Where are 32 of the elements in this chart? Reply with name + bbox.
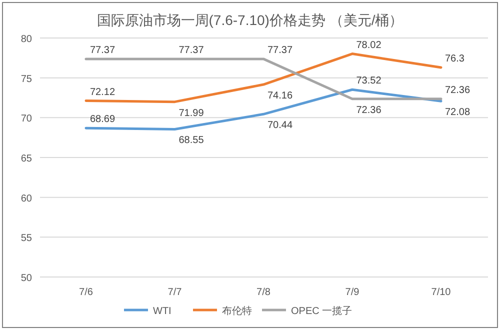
data-label: 74.16 [268,90,293,102]
y-tick-label: 65 [20,154,32,164]
y-tick-label: 60 [20,193,32,204]
x-tick-label: 7/8 [256,287,271,298]
x-tick-label: 7/7 [168,287,182,298]
y-tick-label: 70 [20,114,32,125]
chart-title: 国际原油市场一周(7.6-7.10)价格走势 （美元/桶） [96,12,404,28]
data-label: 71.99 [178,108,204,119]
x-tick-label: 7/9 [345,287,360,298]
data-label: 72.12 [90,86,116,98]
data-label: 68.55 [178,135,204,146]
y-tick-label: 75 [20,74,32,85]
data-label: 76.3 [445,53,465,64]
data-label: 78.02 [356,40,382,51]
legend-label: 布伦特 [222,305,252,317]
line-series [84,88,442,130]
x-tick-label: 7/6 [79,287,94,298]
y-tick-label: 80 [20,34,32,45]
data-label: 77.37 [178,44,204,56]
data-label: 68.69 [90,114,116,126]
data-label: 77.37 [268,44,293,56]
data-label: 72.36 [356,104,382,116]
legend-label: OPEC 一揽子 [291,305,352,317]
legend-label: WTI [153,306,172,317]
data-label: 72.36 [445,84,470,96]
data-label: 72.08 [445,107,470,118]
data-label: 70.44 [268,120,293,132]
y-tick-label: 50 [20,273,32,284]
data-label: 77.37 [90,44,116,56]
data-label: 73.52 [356,76,382,87]
y-tick-label: 55 [20,233,32,244]
x-tick-label: 7/10 [431,287,452,298]
